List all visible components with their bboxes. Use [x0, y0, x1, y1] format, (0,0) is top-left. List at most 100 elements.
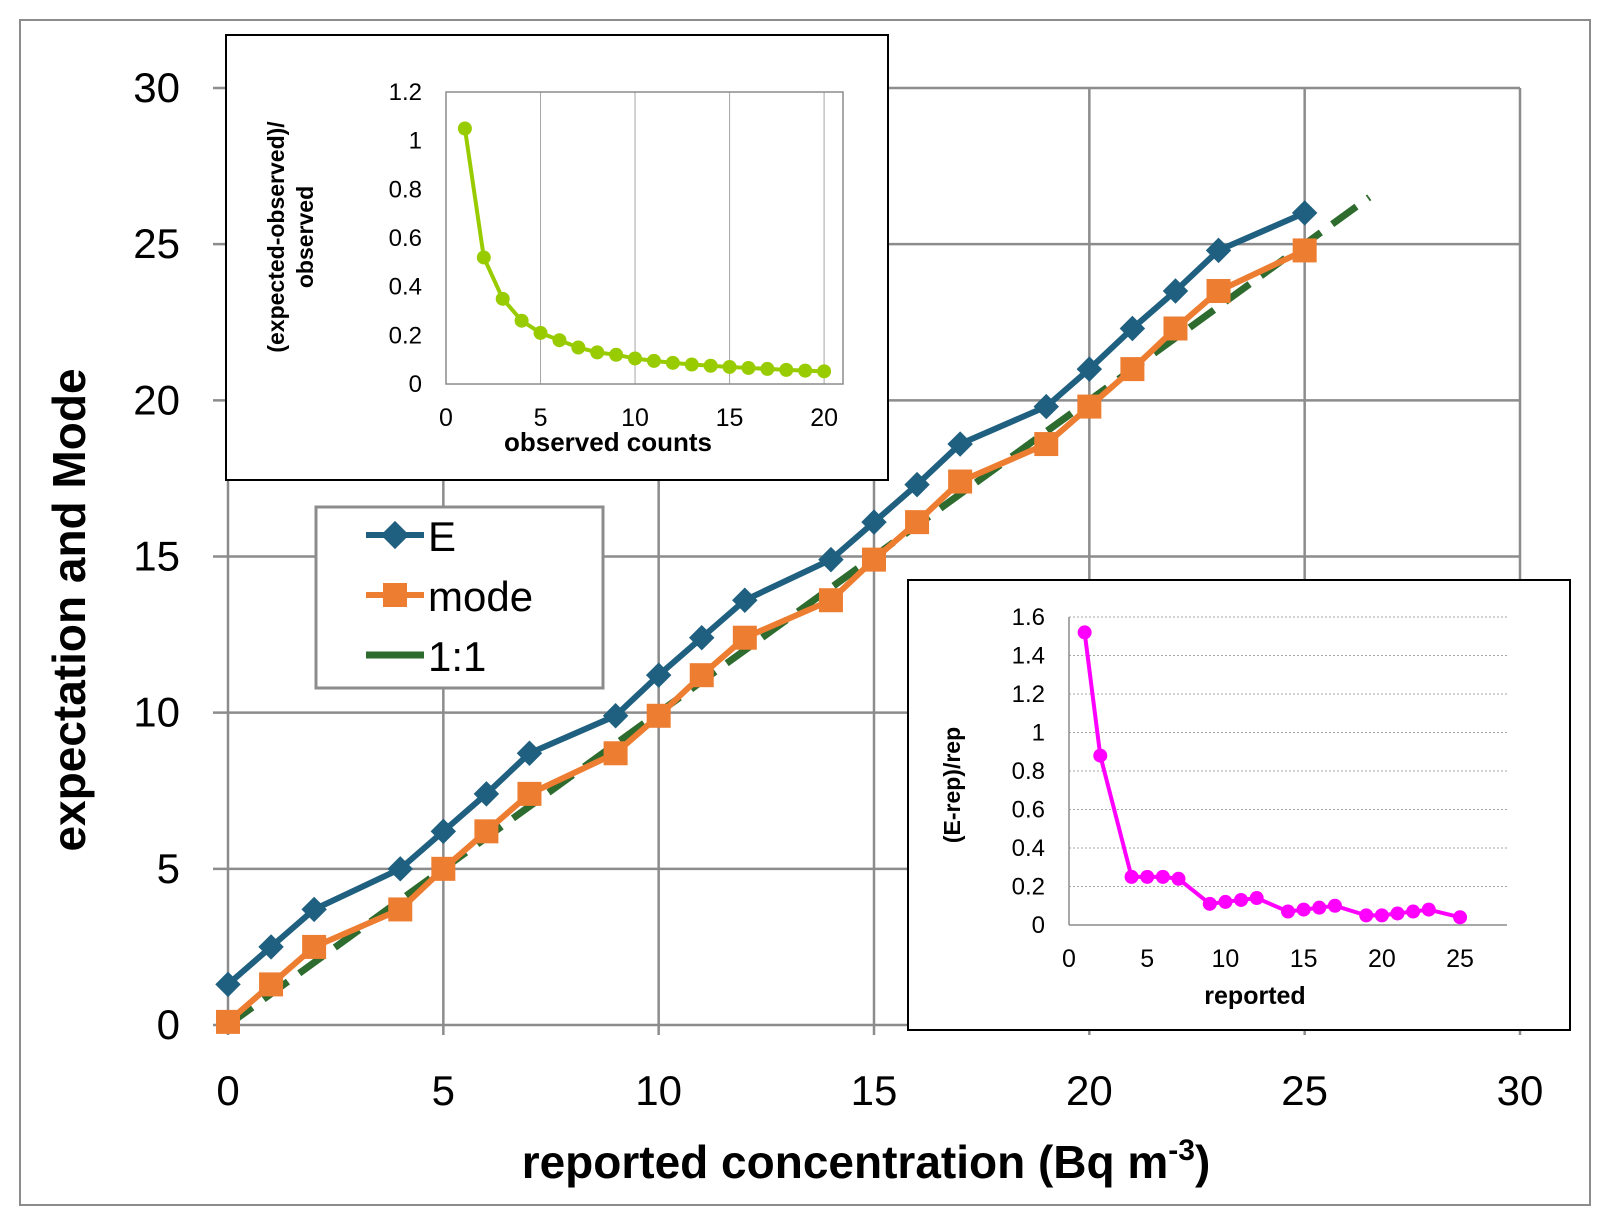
series-e-point [473, 781, 500, 807]
series-e-point [818, 546, 844, 573]
inset1-series-point [457, 121, 472, 136]
legend: E mode 1:1 [314, 505, 605, 690]
inset1-series-point [760, 361, 775, 376]
inset2-series-point [1140, 869, 1155, 884]
series-mode-point [1163, 316, 1188, 341]
legend-mode-label: mode [428, 573, 533, 620]
inset1-x-tick-label: 0 [439, 404, 453, 432]
inset2-series-group [1077, 625, 1468, 925]
inset2-x-tick-label: 15 [1290, 945, 1318, 973]
inset2-series-point [1077, 625, 1092, 640]
inset2-y-tick-label: 1.4 [1012, 643, 1045, 670]
inset2-series-point [1202, 896, 1217, 911]
inset2-y-tick-label: 0.6 [1012, 797, 1045, 824]
series-e-point [215, 971, 241, 998]
series-e-point [904, 471, 930, 498]
series-mode-point [302, 934, 327, 959]
legend-entry-e: E [366, 513, 456, 560]
series-mode-point [818, 588, 843, 613]
legend-box [314, 505, 605, 690]
main-x-tick-label: 15 [851, 1067, 898, 1114]
inset1-y-tick-label: 1.2 [389, 79, 422, 106]
inset1-series-point [571, 340, 586, 355]
main-x-axis-label-text: reported concentration (Bq m [522, 1136, 1169, 1188]
series-mode-point [216, 1009, 240, 1034]
series-mode-point [1292, 238, 1317, 263]
inset2-series-point [1312, 900, 1327, 915]
inset2-y-tick-label: 1.6 [1012, 604, 1045, 631]
main-y-tick-label: 5 [157, 845, 180, 892]
inset1-y-tick-label: 0.4 [389, 274, 422, 301]
series-e-point [301, 896, 327, 923]
inset2-series-point [1374, 908, 1389, 923]
series-e-point [861, 509, 887, 535]
legend-mode-marker [383, 583, 407, 607]
inset2-series-point [1281, 904, 1295, 919]
main-x-tick-label: 5 [432, 1067, 455, 1114]
inset2-series-point [1093, 748, 1108, 763]
main-x-tick-label: 20 [1066, 1067, 1113, 1114]
inset2-gridlines [1068, 616, 1507, 926]
inset2-series-point [1155, 869, 1170, 884]
series-mode-point [862, 547, 886, 572]
main-y-tick-label: 20 [133, 376, 180, 423]
inset2-series-point [1296, 902, 1311, 917]
inset1-series-point [684, 357, 699, 372]
inset2-series-point [1327, 898, 1342, 913]
inset2-x-tick-labels: 0 5 10 15 20 25 [1062, 945, 1474, 973]
inset1-plot-area [445, 91, 844, 385]
inset2-series-point [1171, 871, 1186, 886]
inset1-x-tick-labels: 0 5 10 15 20 [439, 404, 838, 432]
inset1-y-tick-label: 1 [409, 128, 422, 155]
inset-chart-observed: 0 0.2 0.4 0.6 0.8 1 1.2 0 5 10 15 20 observed coun… [225, 34, 889, 481]
inset2-x-axis-label: reported [1204, 982, 1305, 1010]
main-y-tick-label: 25 [133, 220, 180, 267]
inset2-y-tick-label: 0.8 [1012, 758, 1045, 785]
main-y-tick-label: 10 [133, 689, 180, 736]
inset1-series-point [817, 364, 832, 379]
inset1-series-point [476, 250, 491, 265]
inset2-y-tick-labels: 0 0.2 0.4 0.6 0.8 1 1.2 1.4 1.6 [1012, 604, 1045, 939]
series-mode-point [1077, 394, 1102, 419]
main-y-axis-label: expectation and Mode [43, 368, 95, 851]
inset1-series-point [665, 355, 680, 370]
series-e-point [516, 740, 543, 766]
inset2-series-point [1453, 910, 1468, 925]
series-mode-point [259, 972, 284, 997]
inset1-x-axis-label: observed counts [504, 427, 712, 457]
inset1-series-point [628, 351, 643, 366]
series-e-point [602, 703, 629, 729]
inset1-series-point [514, 313, 529, 328]
inset2-y-axis-label: (E-rep)/rep [939, 727, 965, 843]
inset1-y-tick-label: 0.6 [389, 225, 422, 252]
inset1-series-point [779, 362, 794, 377]
main-x-tick-label: 25 [1281, 1067, 1328, 1114]
inset1-series-point [533, 325, 548, 340]
main-y-tick-label: 15 [133, 533, 180, 580]
series-mode-point [517, 781, 542, 806]
legend-entry-one-to-one: 1:1 [366, 633, 486, 680]
series-mode-point [732, 625, 757, 650]
inset1-x-tick-label: 20 [810, 404, 838, 432]
legend-e-marker [380, 520, 410, 550]
series-e-point [258, 934, 284, 960]
inset2-series-point [1218, 894, 1233, 909]
inset1-series-point [646, 353, 661, 368]
main-y-tick-label: 0 [157, 1001, 180, 1048]
series-mode-point [905, 510, 930, 535]
inset1-series-point [590, 345, 605, 360]
inset1-y-tick-label: 0 [409, 371, 422, 398]
inset2-series-point [1234, 892, 1249, 907]
main-y-tick-label: 30 [133, 64, 180, 111]
main-series-group [215, 194, 1372, 1034]
inset2-series-point [1124, 869, 1139, 884]
inset1-y-axis-label-line2: observed [292, 186, 318, 288]
main-x-tick-labels: 0 5 10 15 20 25 30 [216, 1067, 1543, 1114]
inset1-y-tick-labels: 0 0.2 0.4 0.6 0.8 1 1.2 [389, 79, 422, 398]
series-mode-point [388, 897, 413, 922]
legend-e-label: E [428, 513, 456, 560]
series-mode-point [948, 469, 973, 494]
series-mode-point [474, 819, 499, 844]
main-x-tick-label: 30 [1497, 1067, 1544, 1114]
